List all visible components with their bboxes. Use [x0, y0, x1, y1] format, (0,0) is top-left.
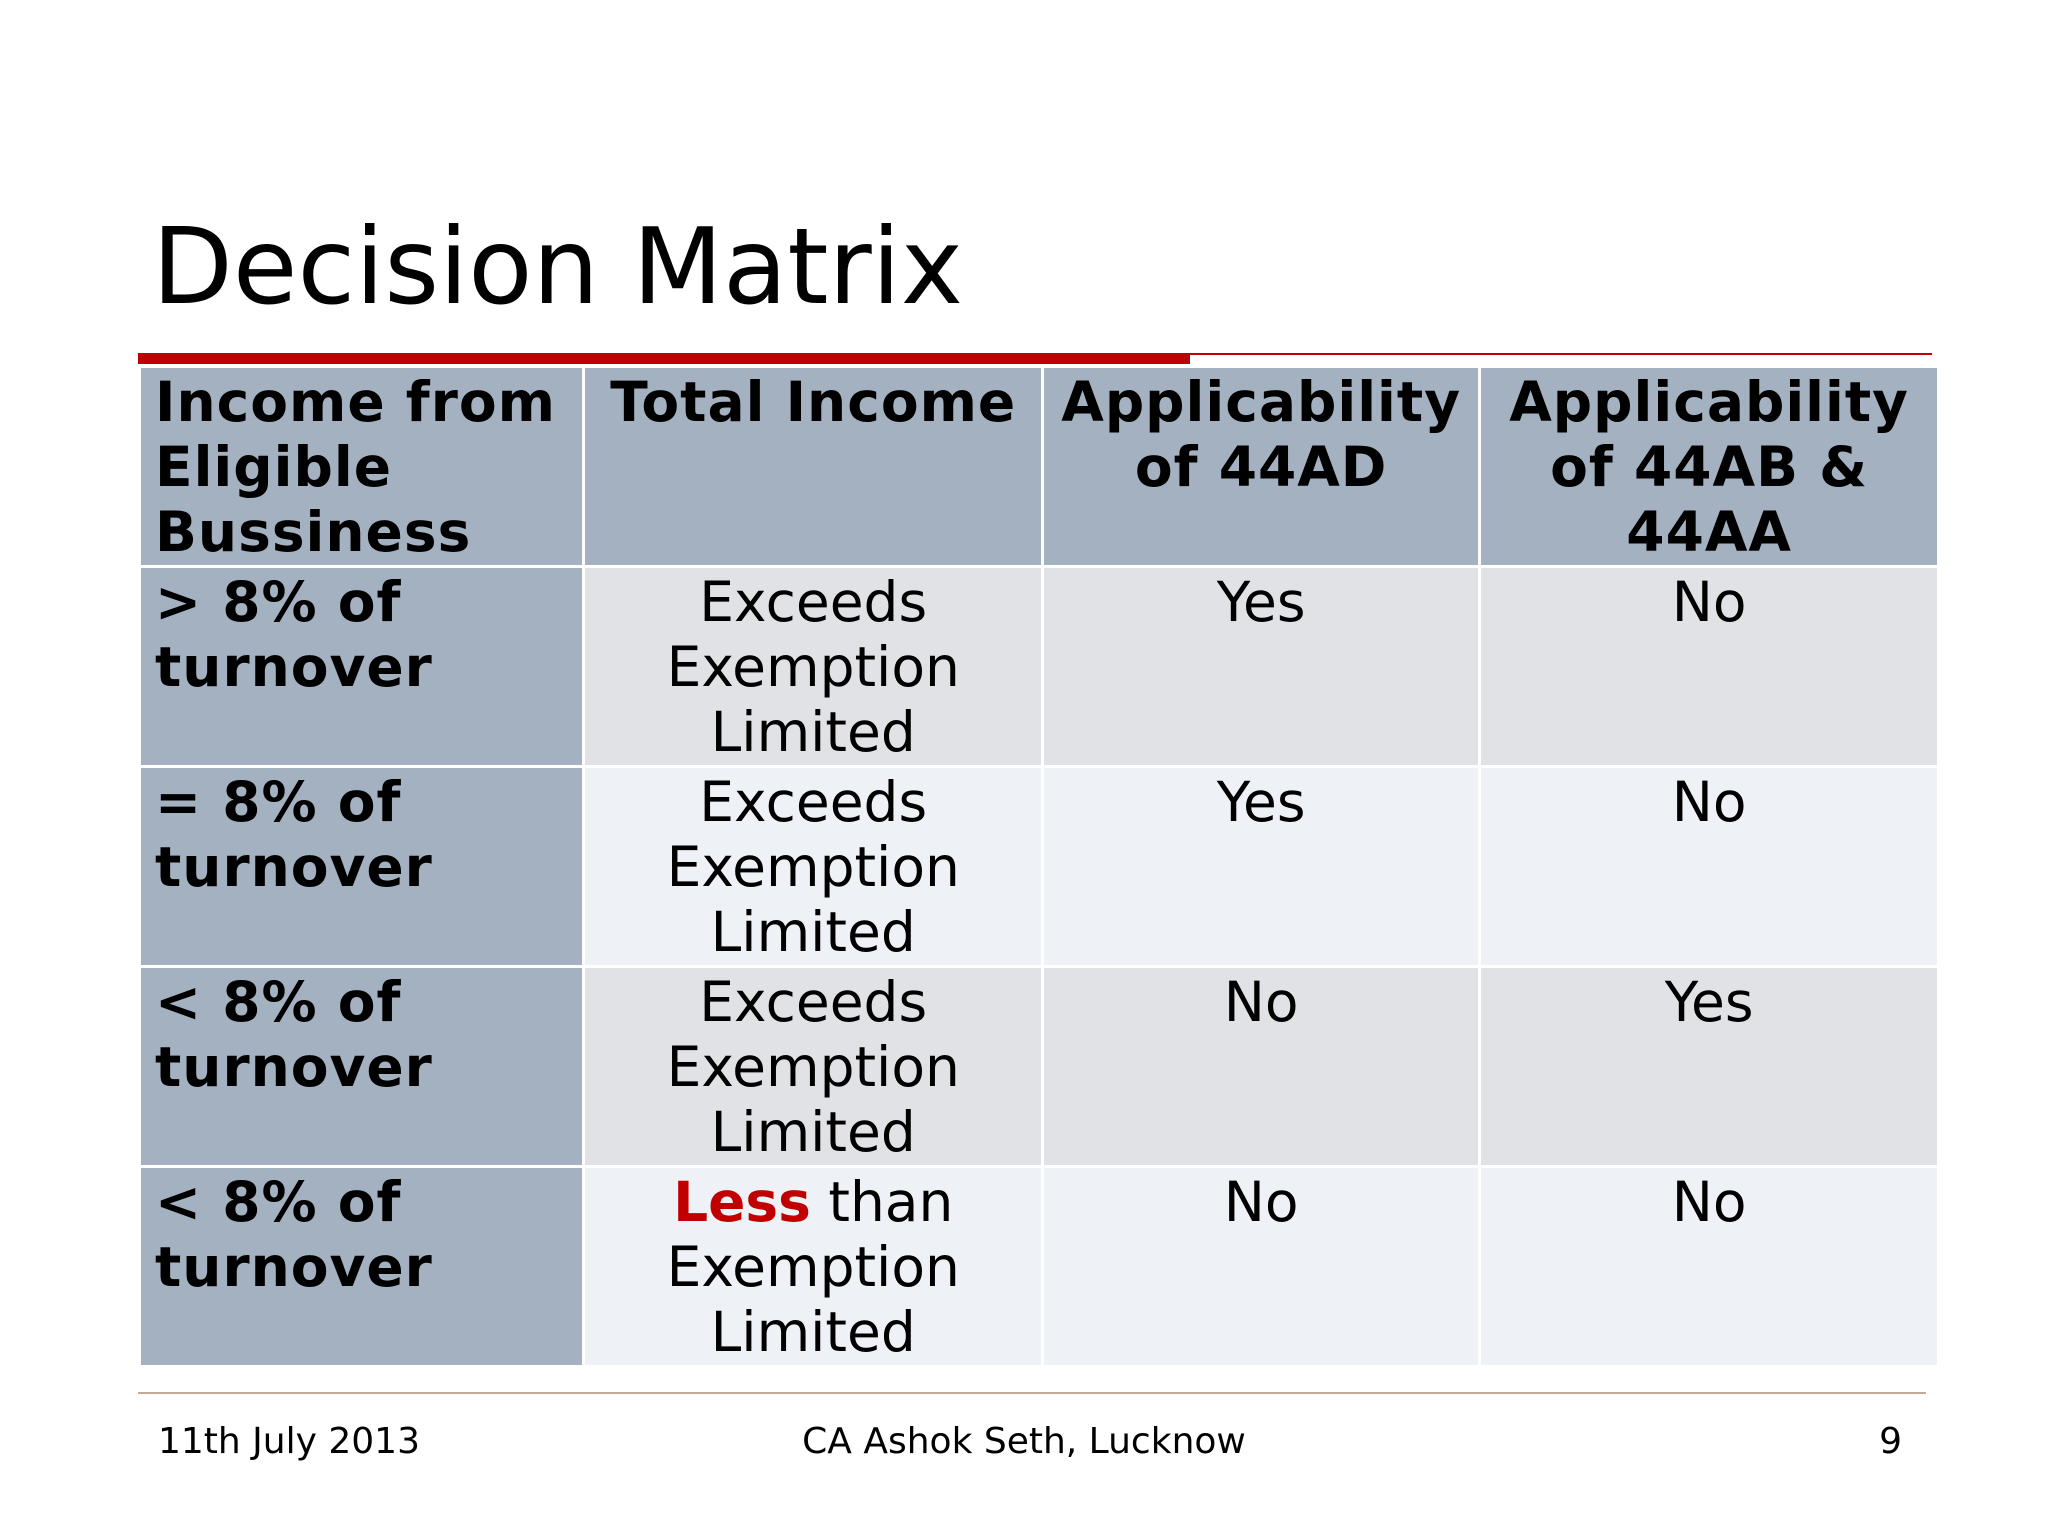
- footer-date: 11th July 2013: [158, 1421, 420, 1462]
- less-emphasis-text: Less: [673, 1170, 811, 1234]
- title-thin-rule: [1190, 353, 1932, 355]
- column-header-income: Income from Eligible Bussiness: [141, 368, 583, 565]
- row-total-income-cell: Exceeds Exemption Limited: [585, 968, 1042, 1165]
- table-row: < 8% of turnover Exceeds Exemption Limit…: [141, 968, 1937, 1165]
- row-44ab-cell: Yes: [1481, 968, 1937, 1165]
- row-total-income-cell: Exceeds Exemption Limited: [585, 768, 1042, 965]
- row-44ab-cell: No: [1481, 1168, 1937, 1365]
- slide-title: Decision Matrix: [152, 206, 963, 328]
- row-44ab-cell: No: [1481, 768, 1937, 965]
- row-income-cell: > 8% of turnover: [141, 568, 583, 765]
- column-header-44ad: Applicability of 44AD: [1044, 368, 1479, 565]
- column-header-44ab-44aa: Applicability of 44AB & 44AA: [1481, 368, 1937, 565]
- decision-matrix-table: Income from Eligible Bussiness Total Inc…: [138, 365, 1940, 1368]
- row-44ab-cell: No: [1481, 568, 1937, 765]
- table-row: = 8% of turnover Exceeds Exemption Limit…: [141, 768, 1937, 965]
- row-income-cell: < 8% of turnover: [141, 968, 583, 1165]
- row-income-cell: = 8% of turnover: [141, 768, 583, 965]
- total-income-text: than Exemption Limited: [666, 1170, 960, 1364]
- column-header-total-income: Total Income: [585, 368, 1042, 565]
- footer-divider: [138, 1392, 1926, 1394]
- table-row: > 8% of turnover Exceeds Exemption Limit…: [141, 568, 1937, 765]
- row-income-cell: < 8% of turnover: [141, 1168, 583, 1365]
- row-44ad-cell: Yes: [1044, 568, 1479, 765]
- footer-author: CA Ashok Seth, Lucknow: [802, 1421, 1246, 1462]
- table-header-row: Income from Eligible Bussiness Total Inc…: [141, 368, 1937, 565]
- table-row: < 8% of turnover Less than Exemption Lim…: [141, 1168, 1937, 1365]
- row-44ad-cell: No: [1044, 968, 1479, 1165]
- row-total-income-cell: Exceeds Exemption Limited: [585, 568, 1042, 765]
- row-44ad-cell: Yes: [1044, 768, 1479, 965]
- title-accent-rule: [138, 353, 1190, 364]
- row-44ad-cell: No: [1044, 1168, 1479, 1365]
- row-total-income-cell: Less than Exemption Limited: [585, 1168, 1042, 1365]
- slide-number: 9: [1879, 1421, 1902, 1462]
